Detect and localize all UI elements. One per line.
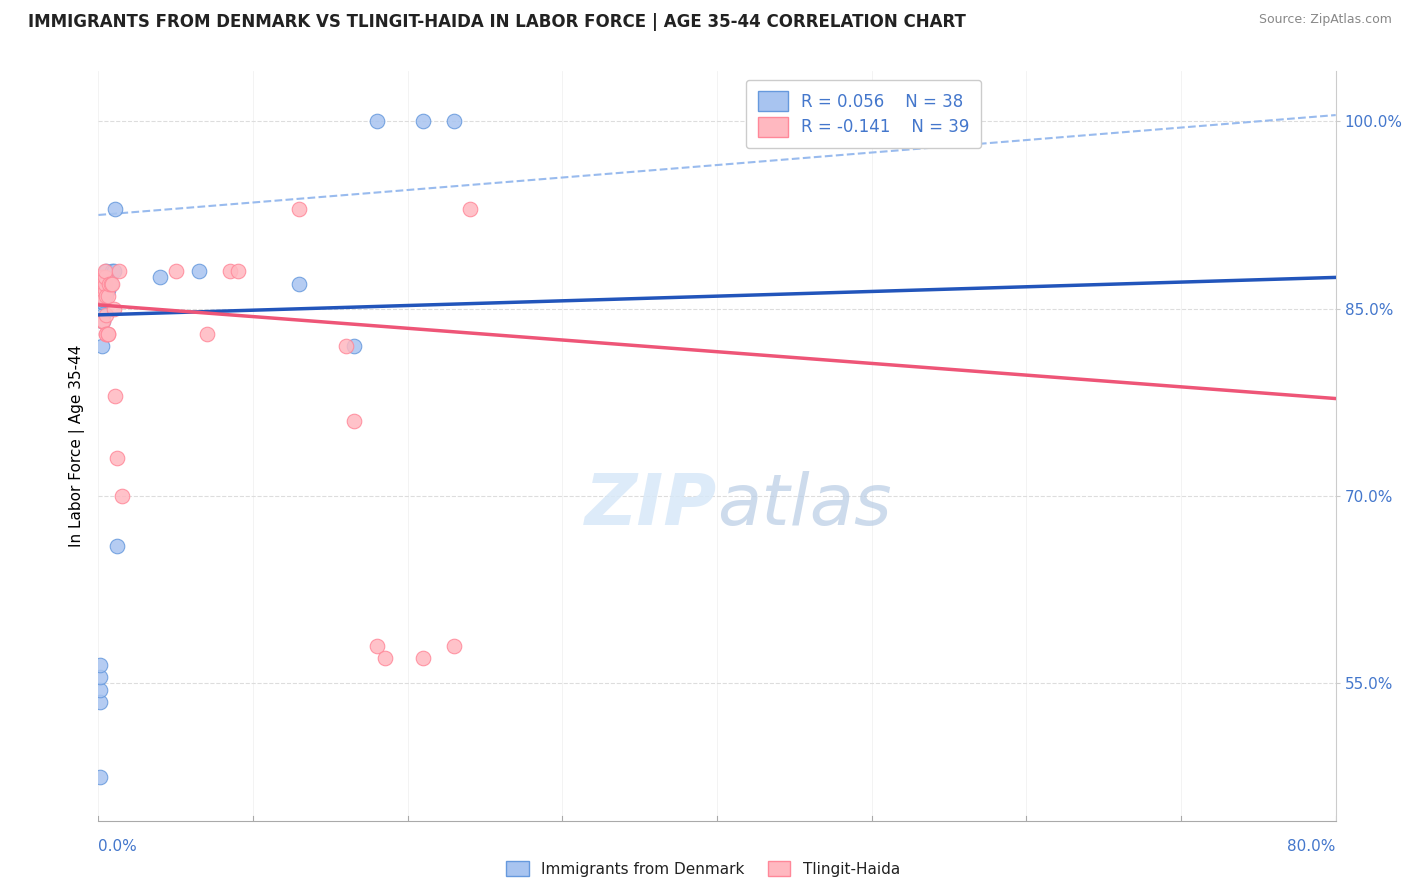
Point bbox=[458, 202, 481, 216]
Point bbox=[97, 289, 120, 303]
Point bbox=[93, 283, 115, 297]
Point bbox=[443, 639, 465, 653]
Point bbox=[443, 114, 465, 128]
Point bbox=[101, 277, 124, 291]
Point bbox=[96, 326, 118, 341]
Point bbox=[412, 114, 434, 128]
Point bbox=[366, 639, 388, 653]
Point bbox=[90, 295, 112, 310]
Point bbox=[101, 264, 124, 278]
Point bbox=[100, 277, 122, 291]
Point bbox=[93, 270, 115, 285]
Point bbox=[219, 264, 242, 278]
Point bbox=[91, 286, 114, 301]
Point bbox=[288, 202, 311, 216]
Point bbox=[96, 308, 118, 322]
Point bbox=[97, 277, 120, 291]
Legend: R = 0.056    N = 38, R = -0.141    N = 39: R = 0.056 N = 38, R = -0.141 N = 39 bbox=[747, 79, 981, 148]
Point bbox=[93, 285, 115, 300]
Y-axis label: In Labor Force | Age 35-44: In Labor Force | Age 35-44 bbox=[69, 345, 84, 547]
Point bbox=[90, 270, 112, 285]
Point bbox=[89, 657, 111, 672]
Point bbox=[97, 326, 120, 341]
Point bbox=[93, 283, 115, 297]
Point bbox=[89, 277, 111, 291]
Legend: Immigrants from Denmark, Tlingit-Haida: Immigrants from Denmark, Tlingit-Haida bbox=[499, 853, 907, 884]
Point bbox=[89, 670, 111, 684]
Point bbox=[91, 283, 114, 297]
Point bbox=[96, 289, 118, 303]
Point bbox=[97, 283, 120, 297]
Point bbox=[91, 314, 114, 328]
Point bbox=[374, 651, 396, 665]
Point bbox=[90, 289, 112, 303]
Text: IMMIGRANTS FROM DENMARK VS TLINGIT-HAIDA IN LABOR FORCE | AGE 35-44 CORRELATION : IMMIGRANTS FROM DENMARK VS TLINGIT-HAIDA… bbox=[28, 13, 966, 31]
Point bbox=[89, 682, 111, 697]
Point bbox=[96, 264, 118, 278]
Point bbox=[98, 270, 121, 285]
Point bbox=[412, 651, 434, 665]
Point bbox=[288, 277, 311, 291]
Point bbox=[89, 695, 111, 709]
Text: Source: ZipAtlas.com: Source: ZipAtlas.com bbox=[1258, 13, 1392, 27]
Point bbox=[93, 277, 115, 291]
Point bbox=[195, 326, 218, 341]
Point bbox=[103, 301, 125, 316]
Point bbox=[111, 489, 132, 503]
Point bbox=[188, 264, 211, 278]
Point bbox=[91, 283, 114, 297]
Point bbox=[366, 114, 388, 128]
Point bbox=[104, 202, 127, 216]
Point bbox=[226, 264, 249, 278]
Point bbox=[93, 289, 115, 303]
Point bbox=[103, 264, 125, 278]
Point bbox=[335, 339, 357, 353]
Point bbox=[90, 289, 112, 303]
Text: ZIP: ZIP bbox=[585, 472, 717, 541]
Point bbox=[105, 451, 128, 466]
Point bbox=[149, 270, 172, 285]
Point bbox=[91, 308, 114, 322]
Point bbox=[104, 389, 127, 403]
Point bbox=[343, 339, 366, 353]
Point bbox=[89, 289, 111, 303]
Point bbox=[91, 314, 114, 328]
Text: 0.0%: 0.0% bbox=[98, 839, 138, 855]
Point bbox=[91, 289, 114, 303]
Text: 80.0%: 80.0% bbox=[1288, 839, 1336, 855]
Point bbox=[105, 539, 128, 553]
Point bbox=[93, 264, 115, 278]
Point bbox=[98, 277, 121, 291]
Point bbox=[343, 414, 366, 428]
Point bbox=[93, 277, 115, 291]
Point bbox=[96, 270, 118, 285]
Point bbox=[91, 295, 114, 310]
Point bbox=[107, 264, 129, 278]
Point bbox=[90, 339, 112, 353]
Point bbox=[91, 293, 114, 307]
Point bbox=[90, 314, 112, 328]
Point bbox=[96, 326, 118, 341]
Point bbox=[91, 277, 114, 291]
Text: atlas: atlas bbox=[717, 472, 891, 541]
Point bbox=[100, 277, 122, 291]
Point bbox=[165, 264, 187, 278]
Point bbox=[89, 770, 111, 784]
Point bbox=[90, 314, 112, 328]
Point bbox=[97, 326, 120, 341]
Point bbox=[93, 279, 115, 293]
